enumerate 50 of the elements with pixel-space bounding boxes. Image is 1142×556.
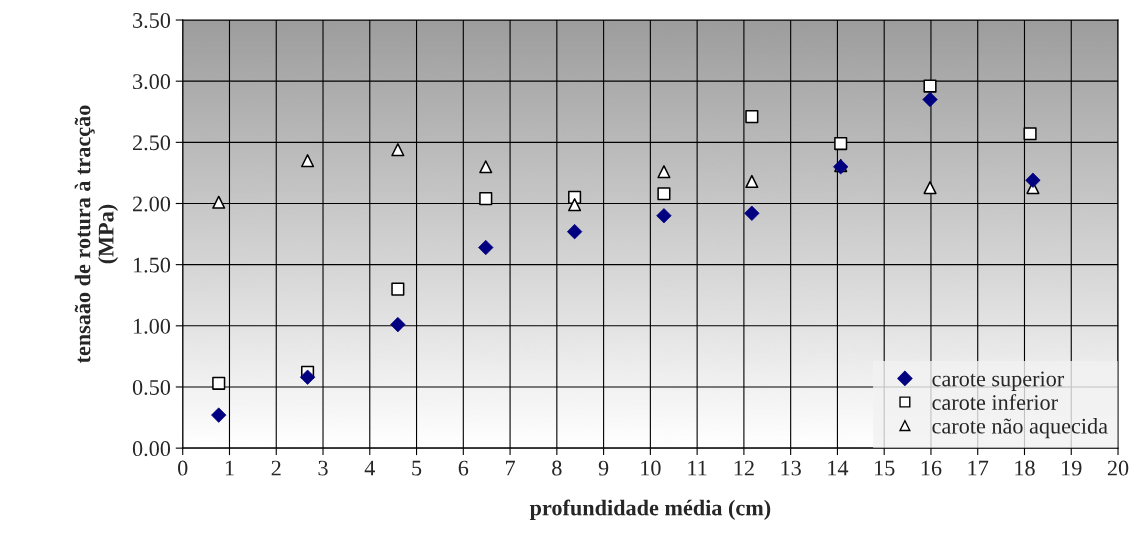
point [657, 165, 671, 179]
x-tick-label: 16 [921, 460, 942, 476]
x-tick-label: 10 [641, 460, 661, 476]
point [212, 376, 226, 390]
x-tick-label: 6 [458, 460, 469, 476]
y-tick-label: 2.00 [133, 196, 171, 212]
point [479, 192, 493, 206]
x-tick-label: 1 [225, 460, 234, 476]
y-tick-label: 3.00 [133, 74, 171, 90]
point [479, 160, 493, 174]
point [745, 174, 759, 189]
y-tick-label: 0.50 [132, 379, 171, 395]
x-tick-label: 14 [828, 460, 849, 476]
y-tick-label: 1.00 [133, 318, 171, 334]
point [745, 110, 759, 124]
x-tick-label: 9 [598, 460, 609, 476]
point [212, 195, 226, 209]
x-tick-label: 15 [875, 460, 895, 476]
point [301, 154, 315, 168]
point [391, 143, 405, 157]
x-tick-label: 4 [364, 460, 375, 476]
legend-label: carote não aquecida [932, 417, 1108, 439]
y-tick-label: 2.50 [133, 135, 171, 151]
point [391, 282, 405, 296]
point [657, 187, 671, 201]
x-tick-label: 5 [412, 460, 422, 476]
x-tick-label: 7 [505, 460, 515, 476]
legend-label: carote inferior [932, 394, 1058, 410]
point [1023, 127, 1037, 141]
point [923, 79, 937, 93]
x-tick-label: 3 [318, 460, 328, 476]
x-tick-label: 20 [1107, 460, 1129, 476]
x-axis-title: profundidade média (cm) [529, 499, 771, 520]
y-axis-title: tensaão de rotura à tracção (MPa) [74, 105, 119, 364]
y-tick-label: 1.50 [133, 257, 171, 273]
legend-label: carote superior [932, 371, 1065, 391]
x-tick-label: 0 [178, 460, 188, 476]
y-tick-label: 3.50 [133, 12, 171, 29]
x-tick-label: 11 [688, 460, 707, 476]
y-tick-label: 0.00 [132, 441, 171, 457]
x-tick-label: 17 [968, 460, 989, 476]
point [568, 198, 582, 212]
x-tick-label: 2 [271, 460, 281, 476]
point [834, 136, 848, 151]
x-tick-label: 8 [552, 460, 562, 476]
x-tick-label: 18 [1015, 460, 1035, 476]
x-tick-label: 19 [1062, 460, 1082, 476]
x-tick-label: 12 [734, 460, 754, 476]
x-tick-label: 13 [781, 460, 801, 476]
point [923, 181, 937, 195]
